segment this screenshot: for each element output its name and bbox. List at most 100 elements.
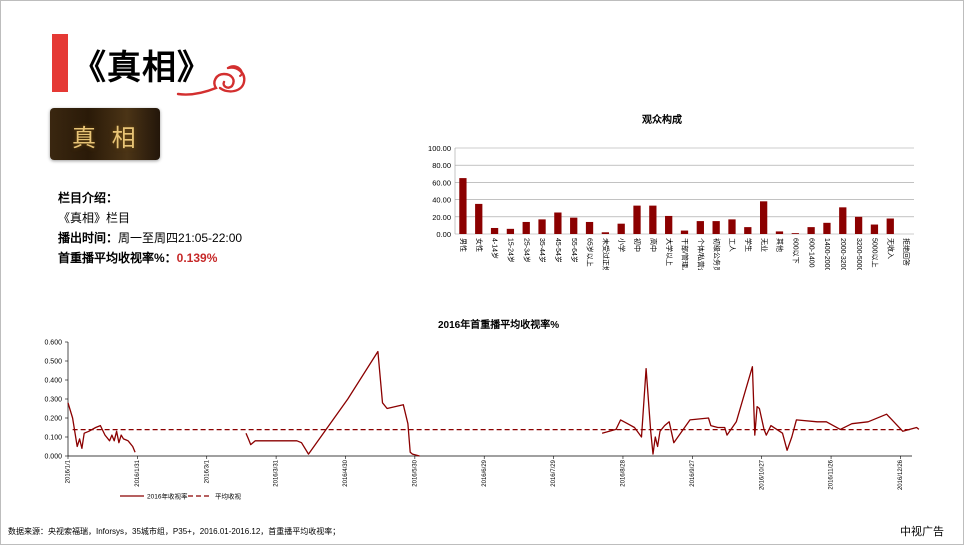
line-x-tick-label: 2016/8/28: [621, 459, 627, 486]
program-thumbnail: 真 相: [50, 108, 160, 160]
cloud-ornament-icon: [176, 65, 246, 96]
rating-series-line: [67, 402, 136, 453]
legend-label-rating: 2016年收视率: [147, 492, 188, 501]
rating-chart-title: 2016年首重播平均收视率%: [438, 320, 560, 331]
bar-category-label: 未受过正规教育: [602, 238, 611, 270]
line-y-tick-label: 0.600: [44, 340, 62, 347]
rating-line-chart: 0.000 0.100 0.200 0.300 0.400 0.500 0.600 2016/…: [44, 340, 920, 501]
line-y-tick-label: 0.300: [44, 397, 62, 404]
rating-label: 首重播平均收视率%：: [58, 251, 177, 265]
line-y-tick-label: 0.200: [44, 416, 62, 423]
bar: [554, 212, 562, 234]
bar: [617, 223, 625, 234]
audience-chart-title: 观众构成: [642, 115, 682, 126]
bar-category-label: 1400-2000: [823, 238, 830, 270]
bar: [538, 219, 546, 234]
rating-series-line: [601, 366, 920, 455]
bar-category-label: 5000以上: [871, 238, 880, 268]
line-x-tick-label: 2016/11/26: [829, 459, 835, 489]
line-x-tick-label: 2016/12/26: [898, 459, 904, 490]
line-x-tick-label: 2016/7/29: [551, 459, 557, 486]
bar-category-label: 600-1400: [807, 238, 814, 268]
line-x-tick-label: 2016/9/27: [690, 459, 696, 486]
bar-category-label: 男性: [459, 238, 468, 252]
line-y-tick-label: 0.000: [44, 454, 62, 461]
bar-category-label: 学生: [744, 238, 753, 252]
line-x-tick-label: 2016/6/29: [482, 459, 488, 486]
line-y-tick-label: 0.500: [44, 359, 62, 366]
bar: [665, 215, 673, 234]
bar-category-label: 55-64岁: [570, 238, 579, 263]
bar: [870, 224, 879, 234]
line-x-tick-label: 2016/1/1: [66, 459, 72, 483]
line-x-tick-label: 2016/3/31: [274, 459, 280, 486]
bar: [744, 227, 752, 234]
bar-category-label: 工人: [728, 238, 736, 252]
bar: [585, 221, 594, 234]
bar-category-label: 4-14岁: [491, 238, 500, 259]
intro-label: 栏目介绍：: [58, 191, 119, 205]
bar-y-tick-label: 40.00: [432, 196, 451, 205]
bar-category-label: 高中: [649, 238, 658, 252]
bar: [649, 205, 657, 234]
bar-category-label: 初级公务员/雇员: [712, 238, 721, 270]
legend-label-average: 平均收视: [215, 492, 242, 501]
line-y-tick-label: 0.400: [44, 378, 62, 385]
broadcast-value: 周一至周四21:05-22:00: [118, 231, 243, 245]
bar: [680, 230, 689, 234]
bar: [475, 203, 483, 234]
bar-y-tick-label: 0.00: [436, 230, 451, 239]
bar-y-tick-label: 100.00: [428, 144, 451, 153]
bar: [506, 228, 515, 234]
broadcast-label: 播出时间：: [58, 231, 119, 245]
bar-category-label: 初中: [633, 238, 642, 252]
audience-bar-chart: 0.00 20.00 40.00 60.00 80.00 100.00 男性 女性 4-14岁 1…: [428, 144, 914, 270]
bar-category-label: 25-34岁: [522, 238, 531, 263]
bar: [712, 221, 720, 234]
bar-category-label: 无收入: [886, 238, 895, 259]
line-x-tick-label: 2016/1/31: [135, 459, 141, 486]
rating-value: 0.139%: [176, 251, 218, 265]
line-y-tick-label: 0.100: [44, 435, 62, 442]
page-title: 《真相》: [72, 48, 212, 88]
bar-category-label: 65岁以上: [586, 238, 595, 267]
bar-category-label: 35-44岁: [538, 238, 547, 263]
line-x-tick-label: 2016/3/1: [204, 459, 210, 483]
bar: [759, 201, 768, 234]
bar-y-tick-label: 80.00: [432, 161, 451, 170]
bar: [601, 232, 610, 234]
bar: [570, 217, 578, 234]
line-x-tick-label: 2016/5/30: [412, 459, 418, 486]
rating-line: 首重播平均收视率%：0.139%: [58, 250, 217, 266]
bar-category-label: 干部/管理人员: [681, 238, 690, 270]
bar-category-label: 个体/私营企业人员: [696, 238, 705, 270]
title-accent-bar: [52, 34, 68, 92]
bar: [696, 221, 704, 234]
bar: [791, 233, 799, 234]
bar-category-label: 女性: [475, 238, 484, 252]
bar: [823, 222, 831, 234]
bar-category-label: 2000-3200: [839, 238, 846, 270]
rating-series-line: [245, 350, 420, 457]
line-x-tick-label: 2016/10/27: [759, 459, 765, 490]
bar-category-label: 15-24岁: [507, 238, 516, 263]
bar-category-label: 小学: [617, 238, 626, 252]
program-name: 《真相》栏目: [58, 211, 131, 225]
bar-category-label: 其他: [776, 238, 785, 252]
thumbnail-title: 真 相: [72, 124, 140, 152]
bar: [728, 219, 736, 234]
bar: [459, 178, 467, 234]
bar-category-label: 大学以上: [665, 238, 674, 266]
bar-category-label: 3200-5000: [855, 238, 862, 270]
bar-y-tick-label: 60.00: [432, 178, 451, 187]
bar-y-tick-label: 20.00: [432, 213, 451, 222]
bar: [839, 207, 847, 234]
bar: [854, 216, 863, 234]
bar: [807, 227, 815, 234]
bar: [886, 218, 894, 234]
bar: [490, 227, 499, 234]
data-source-note: 数据来源：央视索福瑞，Inforsys，35城市组，P35+，2016.01-2…: [8, 527, 341, 536]
bar-category-label: 无业: [760, 238, 769, 252]
bar: [522, 221, 530, 234]
brand-label: 中视广告: [900, 526, 944, 538]
